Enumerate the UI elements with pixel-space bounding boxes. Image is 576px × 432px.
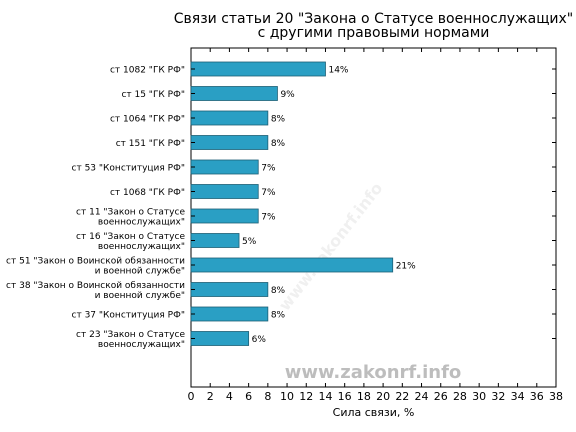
value-label: 8% bbox=[271, 286, 286, 296]
bar bbox=[190, 282, 269, 297]
category-label: ст 37 "Конституция РФ" bbox=[72, 311, 185, 321]
x-tick-label: 6 bbox=[245, 390, 252, 403]
x-tick-label: 36 bbox=[530, 390, 544, 403]
category-label: ст 51 "Закон о Воинской обязанности bbox=[6, 257, 185, 267]
category-label: ст 11 "Закон о Статусе bbox=[76, 208, 185, 218]
category-label: военнослужащих" bbox=[98, 340, 185, 350]
bar bbox=[190, 331, 250, 346]
x-tick-label: 12 bbox=[299, 390, 313, 403]
bar bbox=[190, 159, 259, 175]
x-tick-label: 0 bbox=[188, 390, 195, 403]
x-tick-label: 34 bbox=[511, 390, 525, 403]
bars-group: 14% 9% 8% 8% 7% 7% 7% 5% 21% 8% 8% 6% bbox=[190, 61, 416, 346]
bar bbox=[190, 135, 269, 150]
bar bbox=[190, 86, 278, 101]
x-tick-label: 26 bbox=[434, 390, 448, 403]
value-label: 5% bbox=[242, 237, 257, 247]
x-tick-label: 38 bbox=[549, 390, 563, 403]
chart-title-line: с другими правовыми нормами bbox=[258, 25, 490, 41]
category-label: ст 1064 "ГК РФ" bbox=[110, 115, 185, 125]
bar bbox=[190, 306, 269, 322]
x-axis-label: Сила связи, % bbox=[333, 406, 415, 419]
category-label: и военной службе" bbox=[95, 291, 185, 301]
x-tick-label: 28 bbox=[453, 390, 467, 403]
x-tick-label: 8 bbox=[264, 390, 271, 403]
value-label: 7% bbox=[261, 213, 276, 223]
chart-title: Связи статьи 20 "Закона о Статусе военно… bbox=[174, 11, 573, 41]
x-tick-label: 30 bbox=[472, 390, 486, 403]
x-tick-label: 32 bbox=[491, 390, 505, 403]
category-label: военнослужащих" bbox=[98, 218, 185, 228]
x-tick-label: 10 bbox=[280, 390, 294, 403]
x-tick-label: 2 bbox=[207, 390, 214, 403]
bar bbox=[190, 61, 326, 77]
watermark-diagonal: www.zakonrf.info bbox=[275, 179, 387, 314]
value-label: 9% bbox=[280, 90, 295, 100]
value-label: 14% bbox=[328, 66, 348, 76]
category-label: ст 23 "Закон о Статусе bbox=[76, 330, 185, 340]
value-label: 7% bbox=[261, 164, 276, 174]
x-tick-label: 14 bbox=[318, 390, 332, 403]
bar bbox=[190, 110, 269, 126]
value-label: 8% bbox=[271, 115, 286, 125]
category-label: ст 1068 "ГК РФ" bbox=[110, 188, 185, 198]
category-label: ст 151 "ГК РФ" bbox=[116, 139, 185, 149]
chart-title-line: Связи статьи 20 "Закона о Статусе военно… bbox=[174, 11, 573, 27]
category-label: ст 53 "Конституция РФ" bbox=[72, 164, 185, 174]
value-label: 21% bbox=[396, 262, 416, 272]
watermark: www.zakonrf.info bbox=[285, 362, 462, 383]
bar bbox=[190, 208, 259, 224]
category-label: ст 15 "ГК РФ" bbox=[121, 90, 185, 100]
value-label: 8% bbox=[271, 139, 286, 149]
x-tick-label: 20 bbox=[376, 390, 390, 403]
value-label: 7% bbox=[261, 188, 276, 198]
category-label: ст 38 "Закон о Воинской обязанности bbox=[6, 281, 185, 291]
bar bbox=[190, 184, 259, 199]
value-label: 6% bbox=[252, 335, 267, 345]
category-label: ст 1082 "ГК РФ" bbox=[110, 66, 185, 76]
x-tick-label: 4 bbox=[226, 390, 233, 403]
category-label: военнослужащих" bbox=[98, 242, 185, 252]
x-tick-label: 16 bbox=[338, 390, 352, 403]
x-tick-label: 24 bbox=[415, 390, 429, 403]
x-axis-ticks: 0 2 4 6 8 10 12 14 16 18 20 22 24 26 28 30 32 34 36 38 bbox=[188, 48, 563, 403]
x-tick-label: 22 bbox=[395, 390, 409, 403]
bar bbox=[190, 257, 394, 273]
category-label: и военной службе" bbox=[95, 267, 185, 277]
category-label: ст 16 "Закон о Статусе bbox=[76, 232, 185, 242]
y-axis-ticks: ст 1082 "ГК РФ" ст 15 "ГК РФ" ст 1064 "ГК … bbox=[6, 66, 556, 350]
x-tick-label: 18 bbox=[357, 390, 371, 403]
value-label: 8% bbox=[271, 311, 286, 321]
bar bbox=[190, 233, 240, 248]
